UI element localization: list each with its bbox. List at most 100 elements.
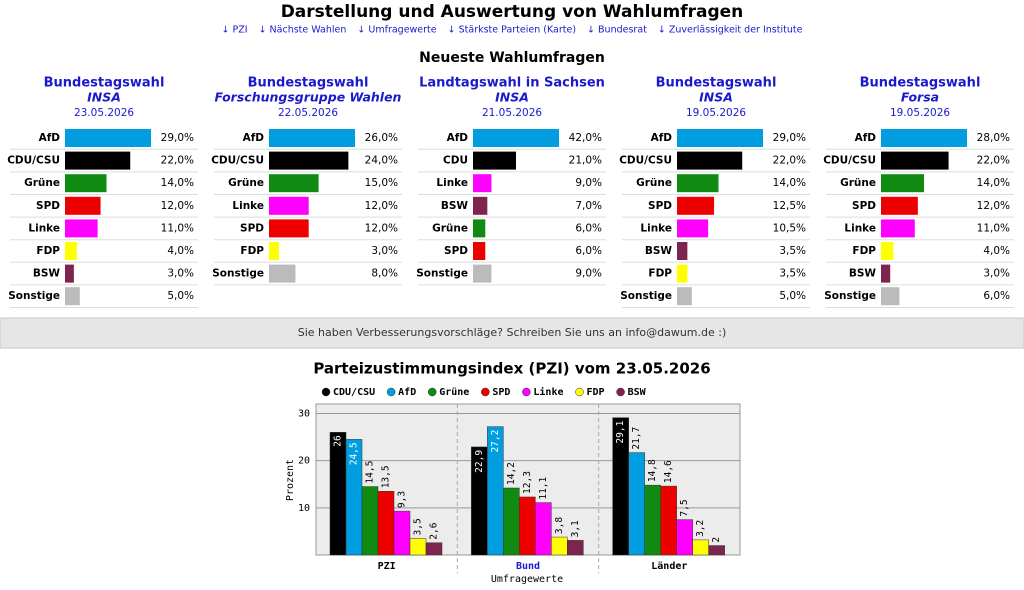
bar [551, 536, 568, 556]
poll-bar [473, 242, 486, 260]
poll-date: 23.05.2026 [74, 107, 134, 119]
bar-value-label: 14,6 [663, 460, 674, 483]
poll-bar [473, 219, 486, 238]
bar [329, 432, 347, 556]
poll-value: 3,0% [167, 268, 194, 280]
poll-bar [677, 264, 688, 283]
party-label: Linke [640, 222, 672, 234]
y-tick-label: 30 [298, 408, 310, 419]
bar-value-label: 3,8 [554, 517, 565, 534]
party-label: AfD [855, 132, 877, 144]
chart-title: Parteizustimmungsindex (PZI) vom 23.05.2… [313, 360, 710, 378]
party-label: Sonstige [620, 290, 672, 302]
poll-institute: INSA [495, 90, 529, 105]
legend-marker [386, 387, 396, 397]
legend-label: Grüne [439, 387, 469, 398]
poll-bar [677, 242, 688, 260]
legend-marker [427, 387, 437, 397]
nav-link[interactable]: ↓ Bundesrat [587, 25, 647, 36]
party-label: FDP [648, 268, 672, 280]
nav-link[interactable]: ↓ Nächste Wahlen [259, 25, 347, 36]
poll-bar [473, 151, 516, 170]
poll-value: 9,0% [575, 177, 602, 189]
poll-bar [677, 196, 715, 215]
nav-link[interactable]: ↓ Zuverlässigkeit der Institute [658, 25, 803, 36]
poll-value: 6,0% [575, 245, 602, 257]
party-label: Sonstige [8, 290, 60, 302]
poll-value: 12,0% [161, 200, 194, 212]
poll-title: Bundestagswahl [860, 76, 981, 91]
bar [676, 519, 693, 556]
poll-value: 3,0% [983, 268, 1010, 280]
poll-value: 3,5% [779, 268, 806, 280]
bar [503, 487, 520, 556]
poll-bar [269, 196, 309, 215]
poll-value: 3,5% [779, 245, 806, 257]
poll-institute: INSA [699, 90, 733, 105]
nav-link[interactable]: ↓ Stärkste Parteien (Karte) [448, 25, 576, 36]
poll-value: 10,5% [773, 222, 806, 234]
poll-value: 6,0% [575, 222, 602, 234]
feedback-text: Sie haben Verbesserungsvorschläge? Schre… [298, 326, 727, 339]
bar [535, 502, 552, 556]
poll-bar [65, 287, 80, 306]
poll-value: 26,0% [365, 132, 398, 144]
poll-value: 14,0% [977, 177, 1010, 189]
poll-bar [269, 264, 296, 283]
party-label: BSW [849, 268, 877, 280]
party-label: Sonstige [212, 268, 264, 280]
x-tick-label[interactable]: Bund [516, 561, 540, 572]
party-label: BSW [645, 245, 673, 257]
poll-bar [269, 151, 349, 170]
poll-date: 19.05.2026 [686, 107, 746, 119]
poll-value: 22,0% [977, 155, 1010, 167]
poll-bar [65, 196, 101, 215]
party-label: BSW [33, 268, 61, 280]
poll-bar [677, 151, 743, 170]
y-tick-label: 10 [298, 503, 310, 514]
legend-marker [616, 387, 625, 397]
poll-bar [65, 129, 151, 147]
bar-value-label: 26 [333, 435, 344, 447]
poll-bar [65, 151, 131, 170]
bar-value-label: 29,1 [615, 420, 626, 443]
poll-value: 11,0% [161, 222, 194, 234]
poll-bar [881, 219, 915, 238]
poll-value: 14,0% [773, 177, 806, 189]
legend-label: AfD [398, 387, 416, 398]
poll-value: 7,0% [575, 200, 602, 212]
legend-marker [321, 387, 331, 397]
party-label: Grüne [228, 177, 264, 189]
bar-value-label: 13,5 [381, 465, 392, 488]
bar [393, 510, 411, 556]
poll-bar [677, 219, 709, 238]
party-label: CDU/CSU [211, 155, 264, 167]
party-label: CDU/CSU [7, 155, 60, 167]
poll-value: 29,0% [161, 132, 194, 144]
party-label: AfD [39, 132, 61, 144]
poll-value: 4,0% [167, 245, 194, 257]
poll-value: 24,0% [365, 155, 398, 167]
legend-label: SPD [492, 387, 510, 398]
party-label: CDU/CSU [823, 155, 876, 167]
poll-bar [881, 287, 900, 306]
poll-bar [677, 287, 692, 306]
feedback-bar [0, 317, 1024, 349]
party-label: FDP [240, 245, 264, 257]
poll-value: 29,0% [773, 132, 806, 144]
poll-bar [881, 174, 924, 193]
party-label: AfD [651, 132, 673, 144]
bar [519, 496, 536, 556]
bar-value-label: 14,2 [506, 462, 517, 485]
bar [409, 538, 427, 556]
poll-bar [65, 219, 98, 238]
poll-institute: Forsa [901, 90, 939, 105]
legend-label: Linke [533, 386, 563, 398]
nav-link[interactable]: ↓ PZI [222, 25, 248, 36]
poll-value: 5,0% [167, 290, 194, 302]
nav-link[interactable]: ↓ Umfragewerte [357, 25, 436, 36]
poll-bar [677, 174, 719, 193]
bar-value-label: 27,2 [490, 430, 501, 453]
